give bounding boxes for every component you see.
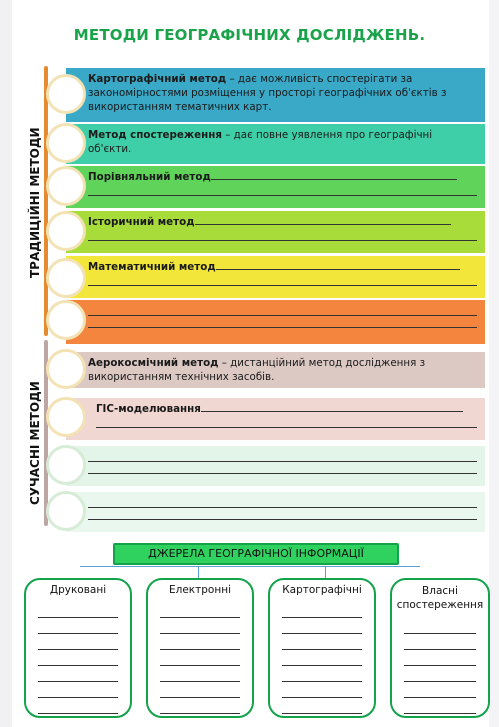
method-description: – дає можливість спостерігати за законом…	[88, 73, 447, 113]
answer-line[interactable]	[88, 450, 477, 462]
answer-line[interactable]	[88, 316, 477, 328]
source-card-label: Друковані	[49, 584, 107, 596]
answer-lines[interactable]	[160, 602, 240, 714]
source-card-printed: Друковані	[24, 578, 132, 718]
method-strip-cartographic: Картографічний метод – дає можливість сп…	[66, 68, 485, 122]
method-description: – дає повне уявлення про географічні об'…	[88, 129, 433, 155]
method-strip-gis: ГІС-моделювання	[66, 398, 485, 440]
method-strip-historical: Історичний метод	[66, 211, 485, 253]
method-term: Картографічний метод	[88, 73, 227, 85]
answer-line[interactable]	[215, 269, 460, 270]
source-card-electronic: Електронні	[146, 578, 254, 718]
method-strip-blank	[66, 300, 485, 344]
answer-lines[interactable]	[38, 602, 118, 714]
source-card-label: Електронні	[168, 584, 231, 596]
source-card-label: Картографічні	[282, 584, 362, 596]
connector-line	[80, 566, 420, 567]
answer-line[interactable]	[194, 224, 451, 225]
answer-line[interactable]	[200, 411, 463, 412]
method-term: Історичний метод	[88, 216, 195, 228]
answer-line[interactable]	[88, 496, 477, 508]
answer-line[interactable]	[88, 274, 477, 286]
page-edge-right	[489, 0, 499, 727]
answer-line[interactable]	[88, 508, 477, 520]
answer-line[interactable]	[88, 304, 477, 316]
answer-line[interactable]	[88, 462, 477, 474]
connector-arrow	[198, 566, 199, 578]
answer-line[interactable]	[210, 179, 457, 180]
source-card-cartographic: Картографічні	[268, 578, 376, 718]
method-description: – дистанційний метод дослідження з викор…	[88, 357, 426, 383]
method-strip-blank	[66, 446, 485, 486]
side-label-traditional: ТРАДИЦІЙНІ МЕТОДИ	[28, 127, 42, 278]
answer-line[interactable]	[96, 416, 477, 428]
method-strip-blank	[66, 492, 485, 532]
bracket-modern	[44, 340, 48, 526]
answer-lines[interactable]	[404, 618, 476, 714]
marker-circle	[46, 349, 86, 389]
method-term: Порівняльний метод	[88, 171, 211, 183]
marker-circle	[46, 491, 86, 531]
answer-line[interactable]	[88, 229, 477, 241]
marker-circle	[46, 397, 86, 437]
method-term: Метод спостереження	[88, 129, 222, 141]
answer-lines[interactable]	[282, 602, 362, 714]
marker-circle	[46, 211, 86, 251]
page-title: МЕТОДИ ГЕОГРАФІЧНИХ ДОСЛІДЖЕНЬ.	[73, 26, 426, 44]
source-card-own-observations: Власні спостереження	[390, 578, 490, 718]
method-strip-mathematical: Математичний метод	[66, 256, 485, 298]
method-term: Аерокосмічний метод	[88, 357, 219, 369]
page-edge-left	[0, 0, 12, 727]
answer-line[interactable]	[88, 184, 477, 196]
marker-circle	[46, 445, 86, 485]
marker-circle	[46, 166, 86, 206]
bracket-traditional	[44, 66, 48, 336]
marker-circle	[46, 123, 86, 163]
source-card-label: Власні спостереження	[396, 585, 484, 611]
marker-circle	[46, 258, 86, 298]
method-term: Математичний метод	[88, 261, 216, 273]
method-strip-observation: Метод спостереження – дає повне уявлення…	[66, 124, 485, 164]
method-strip-aerospace: Аерокосмічний метод – дистанційний метод…	[66, 352, 485, 388]
marker-circle	[46, 300, 86, 340]
marker-circle	[46, 74, 86, 114]
side-label-modern: СУЧАСНІ МЕТОДИ	[28, 381, 42, 505]
sources-title: ДЖЕРЕЛА ГЕОГРАФІЧНОЇ ІНФОРМАЦІЇ	[113, 543, 399, 565]
connector-arrow	[325, 566, 326, 578]
method-strip-comparative: Порівняльний метод	[66, 166, 485, 208]
method-term: ГІС-моделювання	[96, 403, 201, 415]
